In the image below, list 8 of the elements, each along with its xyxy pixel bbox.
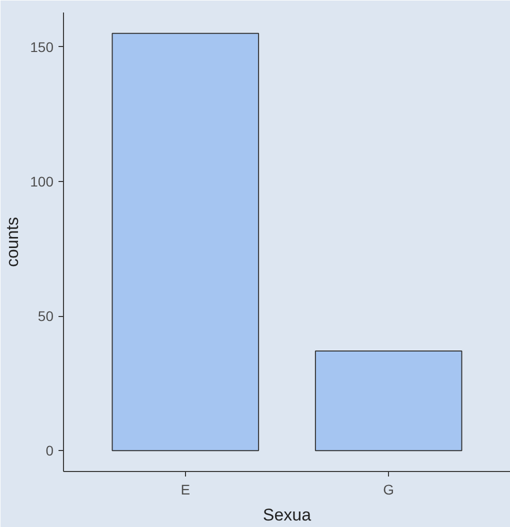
x-axis-title: Sexua [262, 506, 312, 524]
y-axis-title: counts [3, 216, 22, 268]
y-tick-label: 100 [30, 173, 54, 190]
y-tick-label: 50 [38, 308, 54, 324]
y-tick-label: 150 [30, 38, 54, 55]
x-tick-label: G [383, 482, 394, 498]
y-tick-label: 0 [46, 442, 54, 459]
x-tick-label: E [180, 482, 190, 498]
